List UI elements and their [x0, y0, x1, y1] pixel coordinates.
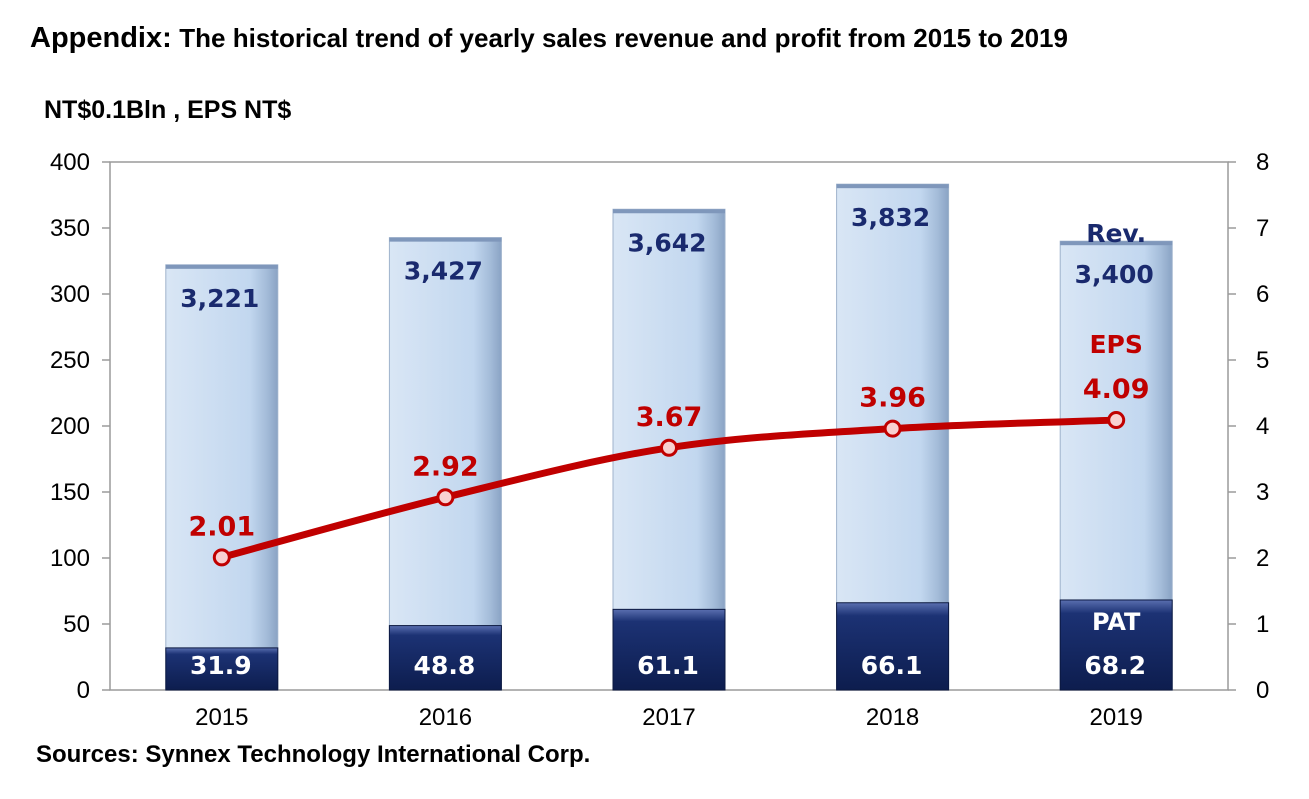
- right-axis: 0 1 2 3 4 5 6 7 8: [1228, 149, 1269, 704]
- revenue-value-label: 3,221: [180, 284, 259, 313]
- rev-series-label: Rev.: [1086, 219, 1146, 248]
- eps-line-series: 2.01 2.92 3.67 3.96 4.09: [188, 374, 1150, 567]
- pat-value-label: 68.2: [1084, 651, 1146, 680]
- revenue-bar: [165, 264, 279, 691]
- right-tick-label: 0: [1256, 677, 1269, 704]
- revenue-bar-cap: [1060, 241, 1173, 246]
- unit-label: NT$0.1Bln , EPS NT$: [44, 96, 292, 124]
- pat-bars: 31.9 48.8 61.1 66.1 68.2: [165, 599, 1173, 691]
- pat-value-label: 48.8: [414, 651, 476, 680]
- eps-point: [1107, 411, 1126, 430]
- eps-value-label: 3.96: [859, 383, 926, 414]
- right-tick-label: 6: [1256, 281, 1269, 308]
- pat-bar: [836, 602, 950, 691]
- eps-value-label: 3.67: [636, 402, 703, 433]
- left-tick-label: 150: [50, 479, 90, 506]
- left-tick-label: 350: [50, 215, 90, 242]
- eps-value-label: 4.09: [1083, 374, 1150, 405]
- series-labels: Rev. EPS PAT: [1086, 219, 1146, 636]
- left-tick-label: 200: [50, 413, 90, 440]
- pat-value-label: 31.9: [190, 651, 252, 680]
- x-tick-label: 2017: [642, 704, 695, 731]
- x-tick-label: 2019: [1090, 704, 1143, 731]
- revenue-value-label: 3,642: [627, 228, 706, 257]
- right-tick-label: 1: [1256, 611, 1269, 638]
- revenue-value-label: 3,427: [404, 257, 483, 286]
- right-tick-label: 5: [1256, 347, 1269, 374]
- title-lead: Appendix:: [30, 22, 172, 54]
- revenue-bar-cap: [165, 264, 278, 269]
- pat-bar: [1059, 599, 1173, 691]
- eps-value-label: 2.01: [188, 511, 255, 542]
- revenue-value-label: 3,832: [851, 203, 930, 232]
- x-axis: 2015 2016 2017 2018 2019: [195, 704, 1143, 731]
- right-tick-label: 4: [1256, 413, 1269, 440]
- eps-point: [660, 438, 678, 457]
- revenue-value-label: 3,400: [1075, 260, 1154, 289]
- x-tick-label: 2015: [195, 704, 248, 731]
- eps-value-label: 2.92: [412, 451, 479, 482]
- right-tick-label: 7: [1256, 215, 1269, 242]
- title-text: The historical trend of yearly sales rev…: [179, 23, 1068, 53]
- left-tick-label: 0: [77, 677, 90, 704]
- left-tick-label: 400: [50, 149, 90, 176]
- revenue-bars: 3,221 3,427 3,642 3,832 3,400: [165, 183, 1173, 691]
- pat-bar: [165, 647, 279, 691]
- pat-value-label: 66.1: [861, 651, 923, 680]
- left-tick-label: 250: [50, 347, 90, 374]
- revenue-bar-cap: [613, 209, 725, 214]
- source-note: Sources: Synnex Technology International…: [36, 741, 591, 768]
- right-tick-label: 8: [1256, 149, 1269, 176]
- pat-bar: [612, 608, 726, 691]
- eps-series-label: EPS: [1089, 330, 1142, 359]
- eps-point: [883, 419, 902, 438]
- pat-value-label: 61.1: [637, 651, 699, 680]
- right-tick-label: 2: [1256, 545, 1269, 572]
- revenue-bar: [388, 237, 502, 691]
- revenue-bar-cap: [836, 184, 949, 189]
- eps-point: [212, 548, 231, 567]
- right-tick-label: 3: [1256, 479, 1269, 506]
- revenue-bar-cap: [389, 237, 502, 242]
- left-tick-label: 300: [50, 281, 90, 308]
- chart-title: Appendix: The historical trend of yearly…: [30, 22, 1068, 55]
- left-tick-label: 100: [50, 545, 90, 572]
- x-tick-label: 2016: [419, 704, 472, 731]
- pat-series-label: PAT: [1092, 608, 1141, 636]
- eps-point: [436, 488, 455, 507]
- left-axis: 0 50 100 150 200 250 300 350 400: [50, 149, 110, 704]
- left-tick-label: 50: [63, 611, 90, 638]
- x-tick-label: 2018: [866, 704, 919, 731]
- pat-bar: [388, 625, 502, 691]
